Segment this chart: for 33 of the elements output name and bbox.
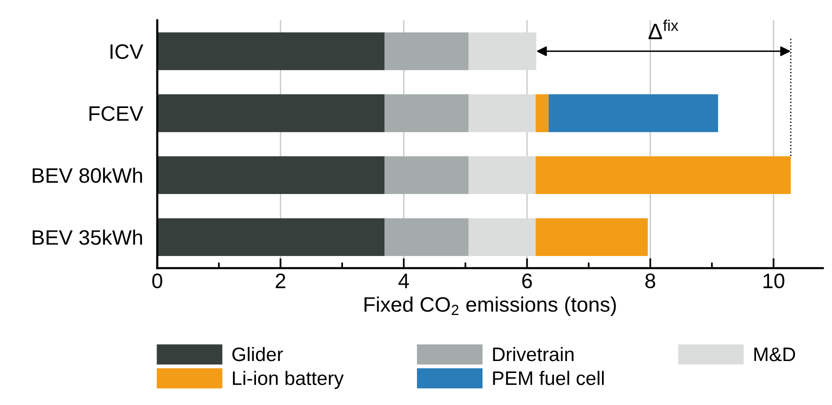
x-tick-label: 2 (276, 274, 286, 288)
legend-label: Li-ion battery (232, 370, 344, 389)
bar (157, 156, 385, 194)
annotation: Δ$^{fix}$ (648, 20, 678, 40)
bar (157, 94, 385, 132)
legend-label: Drivetrain (493, 346, 574, 362)
x-tick-label: 0 (152, 274, 162, 288)
y-tick-label: BEV 35kWh (32, 230, 142, 245)
legend-label: Glider (232, 346, 283, 362)
bar (536, 156, 791, 194)
bar (384, 32, 468, 70)
bar (157, 32, 385, 70)
bar (548, 94, 718, 132)
bar (468, 218, 536, 256)
bar (468, 94, 536, 132)
bar (536, 218, 648, 256)
x-tick-label: 8 (645, 274, 656, 288)
legend-label: M&D (754, 348, 796, 362)
y-tick-label: FCEV (90, 106, 144, 121)
bar (157, 218, 385, 256)
bar (384, 156, 468, 194)
y-tick-label: BEV 80kWh (32, 168, 142, 183)
x-tick-label: 4 (398, 274, 409, 288)
x-tick-label: 6 (522, 274, 532, 288)
bar (384, 94, 468, 132)
bar (468, 32, 536, 70)
bar (468, 156, 536, 194)
legend-label: PEM fuel cell (493, 370, 604, 386)
bar (536, 94, 549, 132)
x-axis-title: Fixed CO$_{2}$ emissions (tons) (364, 296, 616, 316)
x-tick-label: 10 (764, 274, 784, 288)
y-tick-label: ICV (110, 44, 144, 59)
bar (384, 218, 468, 256)
